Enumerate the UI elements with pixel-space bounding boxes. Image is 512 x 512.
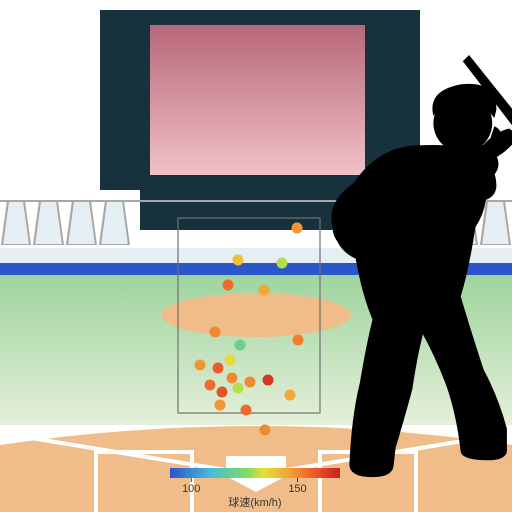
pitch-marker [235, 340, 246, 351]
pitch-marker [285, 390, 296, 401]
pitch-marker [210, 327, 221, 338]
pitch-marker [223, 280, 234, 291]
pitch-marker [225, 355, 236, 366]
pitch-marker [213, 363, 224, 374]
pitch-marker [233, 383, 244, 394]
pitch-marker [227, 373, 238, 384]
pitch-marker [245, 377, 256, 388]
legend-tick: 100 [182, 483, 200, 495]
pitch-marker [205, 380, 216, 391]
pitch-marker [233, 255, 244, 266]
legend-tick: 150 [288, 483, 306, 495]
pitch-marker [259, 285, 270, 296]
pitch-marker [195, 360, 206, 371]
legend-label: 球速(km/h) [228, 495, 281, 509]
pitch-marker [215, 400, 226, 411]
pitch-marker [217, 387, 228, 398]
scoreboard-screen [150, 25, 365, 175]
pitchers-mound [161, 293, 351, 337]
pitch-marker [277, 258, 288, 269]
pitch-marker [241, 405, 252, 416]
pitch-marker [260, 425, 271, 436]
pitch-marker [292, 223, 303, 234]
pitch-marker [293, 335, 304, 346]
pitch-marker [263, 375, 274, 386]
